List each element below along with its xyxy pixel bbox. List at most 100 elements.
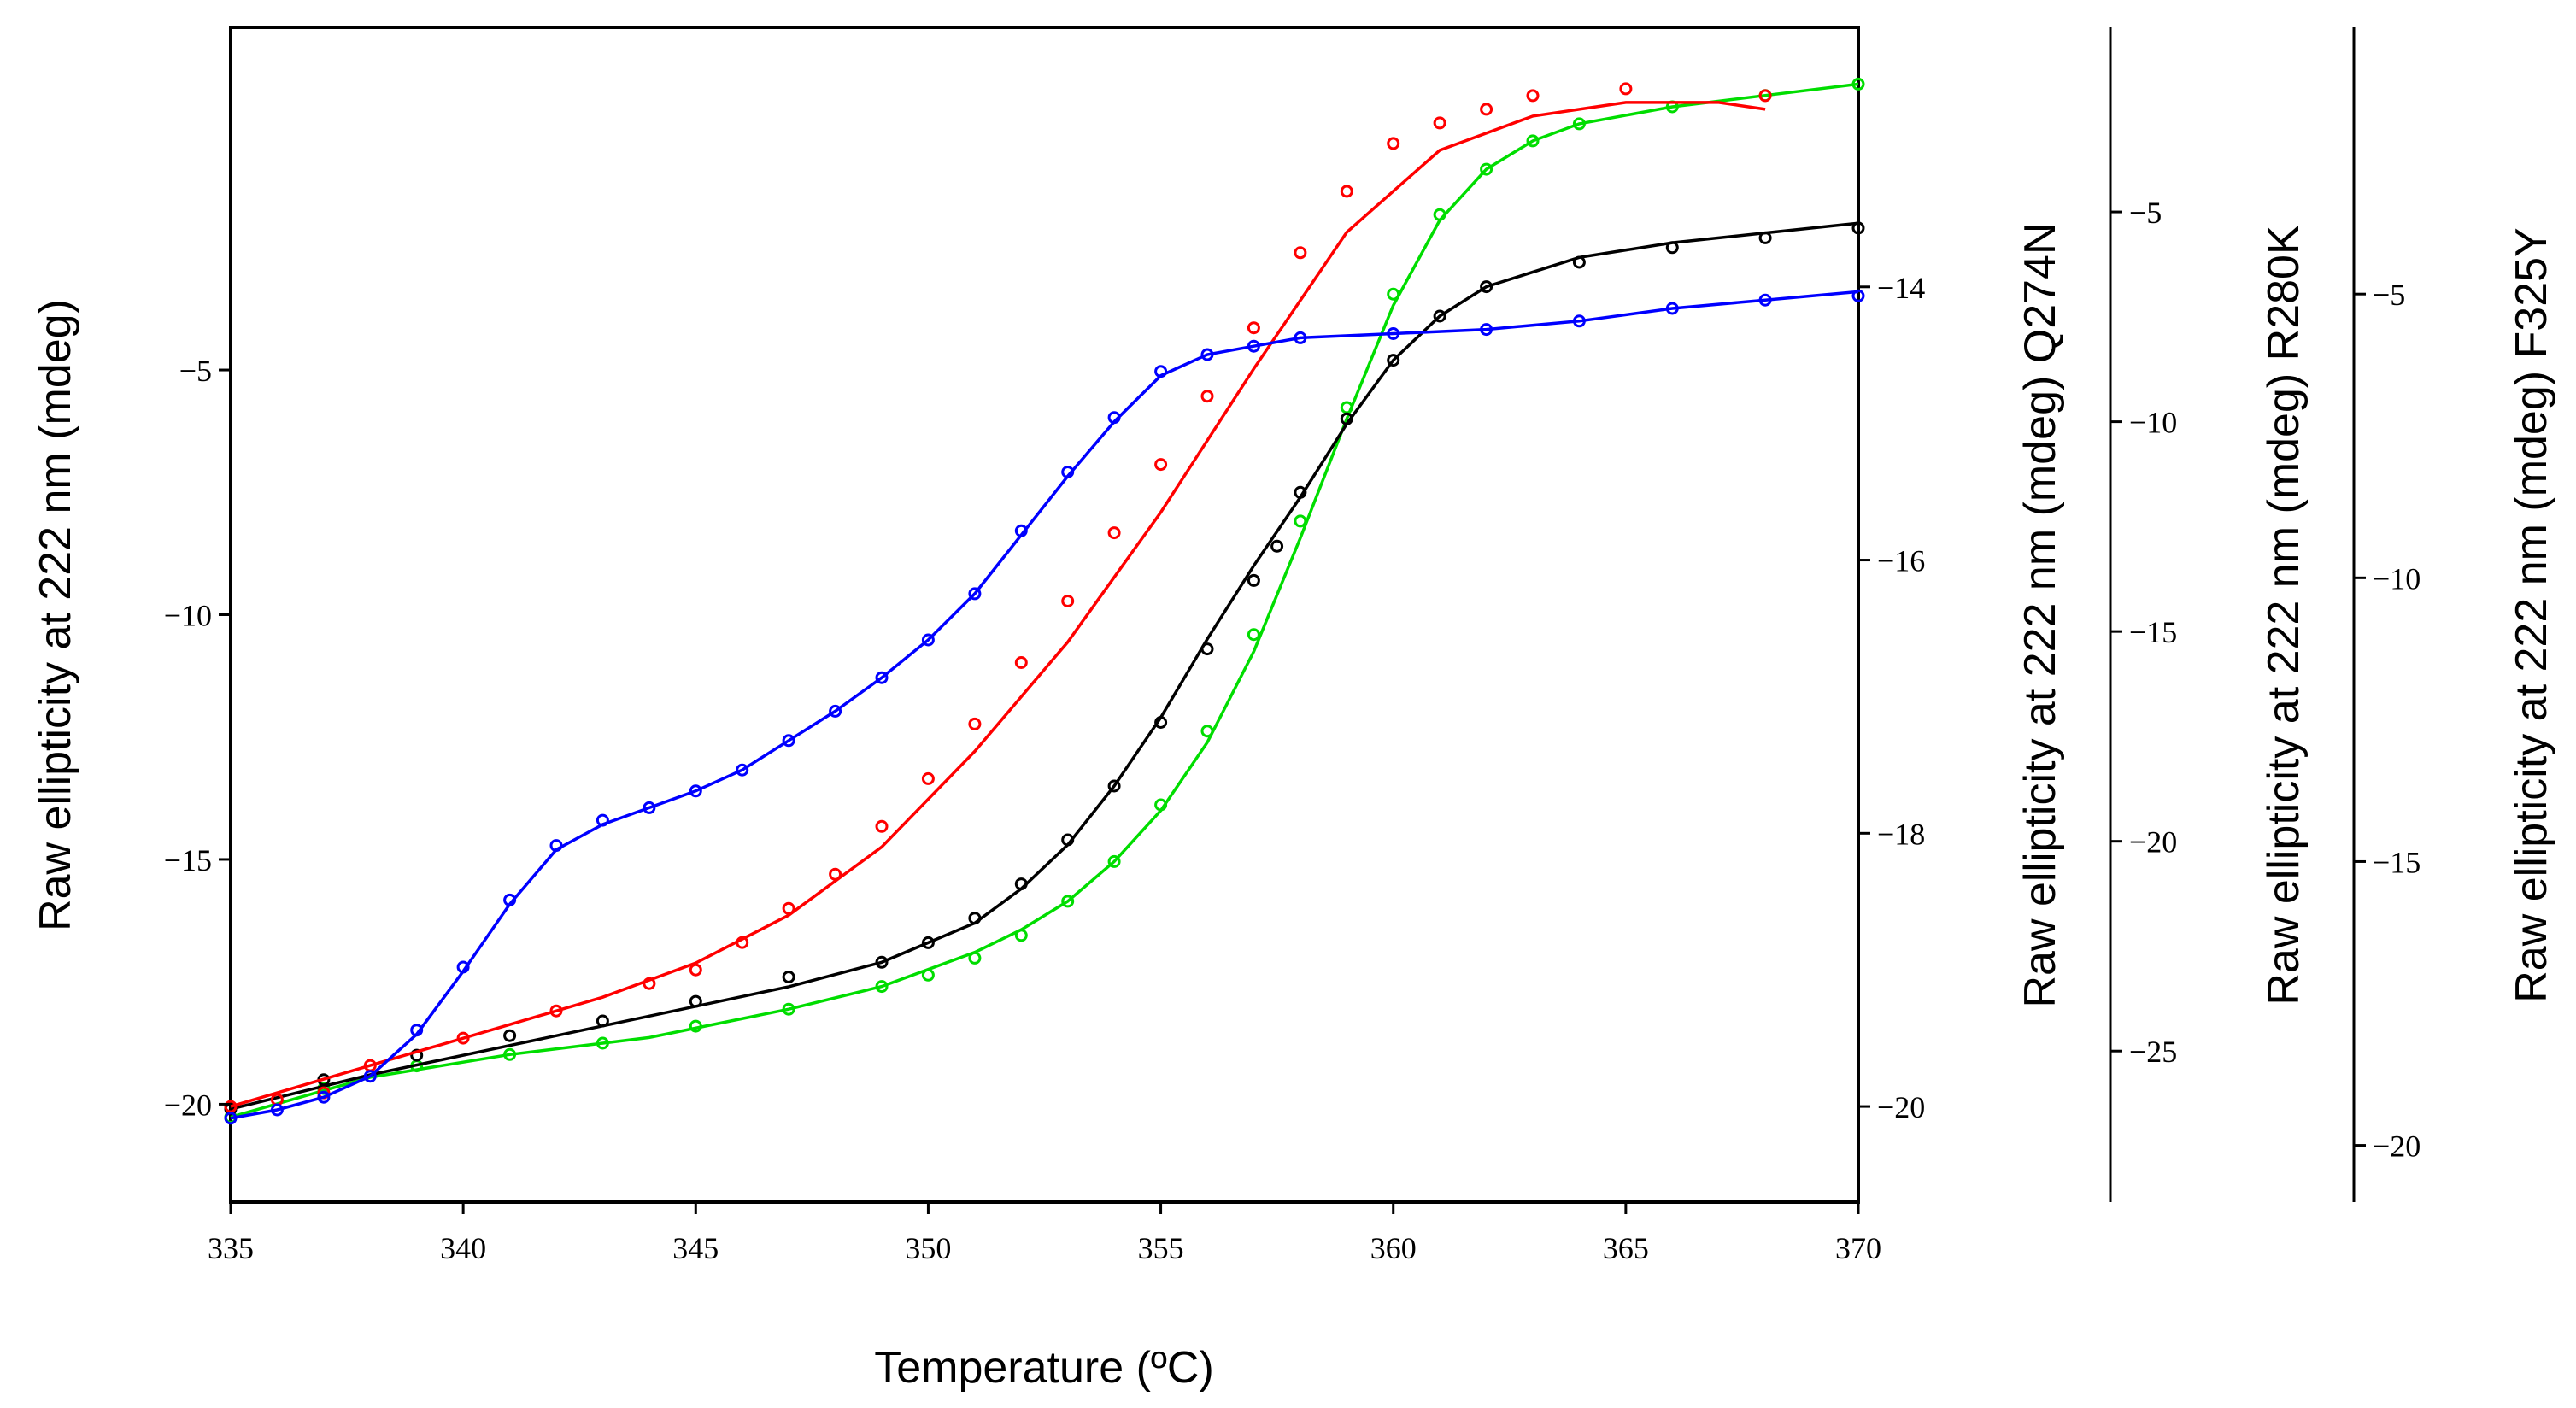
data-point [875,819,889,833]
data-point [1526,89,1540,103]
data-point [1572,314,1586,328]
data-point [1340,412,1353,425]
y-axis-title-r280k: Raw ellipticity at 222 nm (mdeg) R280K [2259,225,2309,1006]
data-point [1061,833,1075,847]
data-point [1665,302,1679,315]
fit-line [230,101,1766,1108]
data-point [596,1036,609,1050]
plot-frame [229,26,1860,1204]
data-point [1572,117,1586,131]
data-point [1107,779,1121,793]
series-layer [224,77,1865,1125]
x-tick-label: 345 [672,1231,719,1265]
y-tick-label-f325y: −15 [2373,845,2421,879]
data-point [1480,323,1493,337]
x-tick-label: 340 [440,1231,486,1265]
data-point [1851,289,1865,302]
data-point [782,734,795,748]
data-point [1480,162,1493,176]
y-tick-label-q274n: −18 [1877,817,1925,851]
y-tick-label-left: −5 [179,354,212,388]
x-tick-label: 365 [1603,1231,1649,1265]
data-point [875,671,889,684]
data-point [1247,573,1260,587]
y-tick-label-r280k: −20 [2129,825,2177,859]
data-point [689,963,702,977]
x-tick-label: 360 [1370,1231,1417,1265]
y-tick-label-r280k: −15 [2129,615,2177,649]
y-tick-label-q274n: −20 [1877,1090,1925,1124]
data-point [1433,116,1446,130]
x-tick-label: 350 [905,1231,951,1265]
data-point [410,1024,424,1037]
data-point [875,955,889,969]
data-point [1851,221,1865,235]
data-point [1061,466,1075,478]
data-point [921,771,935,785]
data-point [1014,877,1028,891]
data-point [596,813,609,827]
data-point [643,977,656,990]
data-point [921,633,935,647]
y-tick-label-f325y: −20 [2373,1129,2421,1164]
data-point [503,1047,517,1061]
data-point [1340,185,1353,198]
data-point [968,717,982,730]
data-point [1619,82,1633,96]
data-point [689,994,702,1008]
data-point [549,839,563,853]
data-point [1387,327,1400,340]
data-point [968,587,982,601]
data-point [1107,854,1121,868]
data-point [363,1070,377,1083]
data-point [1107,526,1121,540]
data-point [1480,280,1493,294]
x-axis: 335 340 345 350 355 360 365 370 [208,1202,1881,1265]
data-point [921,968,935,982]
data-point [968,951,982,965]
data-point [1387,354,1400,367]
data-point [1758,89,1772,103]
data-point [1665,241,1679,255]
y-tick-label-left: −20 [164,1088,212,1122]
data-point [1247,339,1260,353]
fit-line [230,221,1859,1111]
y-tick-label-q274n: −14 [1877,271,1925,305]
data-point [1200,725,1214,738]
data-point [1014,524,1028,537]
data-point [270,1103,284,1117]
data-point [503,1029,517,1042]
data-point [1851,77,1865,91]
series-r280k [224,289,1865,1125]
data-point [224,1100,238,1113]
data-point [1294,485,1307,499]
plot-area: 335 340 345 350 355 360 365 370 −20−15−10−5−20−… [164,26,2421,1265]
data-point [1107,411,1121,425]
data-point [875,980,889,994]
y-axis-title-q274n: Raw ellipticity at 222 nm (mdeg) Q274N [2016,222,2065,1007]
data-point [410,1048,424,1062]
fit-line [230,290,1859,1120]
data-point [317,1090,331,1104]
data-point [1433,309,1446,323]
data-point [1294,514,1307,528]
data-point [1294,246,1307,260]
y-axis-title-left: Raw ellipticity at 222 nm (mdeg) [31,299,80,931]
data-point [829,704,842,718]
y-tick-label-r280k: −5 [2129,196,2162,230]
y-tick-label-f325y: −10 [2373,561,2421,595]
data-point [1480,103,1493,116]
y-tick-label-r280k: −10 [2129,406,2177,440]
data-point [1154,798,1168,812]
data-point [782,901,795,915]
data-point [736,936,749,949]
data-point [689,1019,702,1033]
y-axis-title-f325y: Raw ellipticity at 222 nm (mdeg) F325Y [2507,227,2556,1003]
data-point [1200,642,1214,656]
series-q274n [224,82,1772,1113]
data-point [224,1112,238,1125]
data-point [1014,929,1028,942]
data-point [1154,458,1168,472]
y-tick-label-r280k: −25 [2129,1035,2177,1069]
